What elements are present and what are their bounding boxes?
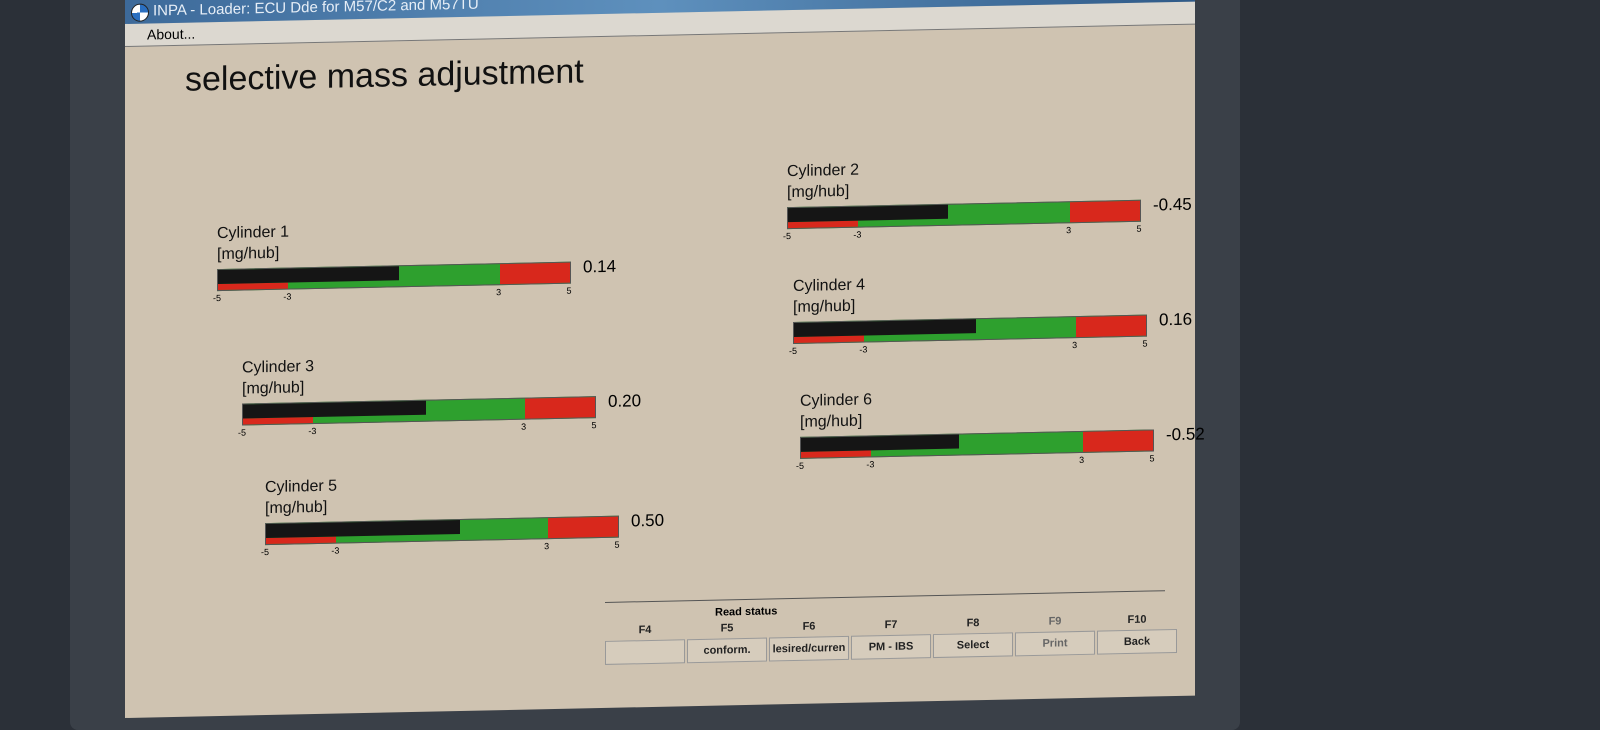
tick-label: -5 xyxy=(795,460,805,471)
cylinder-value: 0.16 xyxy=(1159,309,1193,330)
gauge-cylinder-6: Cylinder 6 [mg/hub] -0.52 -5 -3 3 5 xyxy=(796,382,1205,472)
fkey-f4[interactable]: F4 xyxy=(605,623,685,665)
cylinder-value: 0.14 xyxy=(583,256,617,277)
limit-zone-high xyxy=(524,397,595,419)
tick-label: 3 xyxy=(1072,340,1078,351)
tick-label: 3 xyxy=(544,541,550,552)
cylinder-value: 0.20 xyxy=(608,391,642,411)
limit-zone-high xyxy=(1082,430,1153,452)
fkey-f7[interactable]: F7 PM - IBS xyxy=(851,618,931,660)
fkey-number: F9 xyxy=(1048,615,1062,628)
page-title: selective mass adjustment xyxy=(185,52,584,99)
tick-label: 5 xyxy=(614,539,620,550)
value-fill xyxy=(801,434,959,452)
gauge-cylinder-4: Cylinder 4 [mg/hub] 0.16 -5 -3 3 5 xyxy=(789,268,1193,358)
fkey-button[interactable]: Print xyxy=(1015,630,1095,657)
tick-label: -5 xyxy=(788,345,798,357)
fkey-number: F10 xyxy=(1127,613,1147,627)
fkey-button[interactable]: PM - IBS xyxy=(851,634,931,660)
fkey-number: F8 xyxy=(966,617,980,630)
gauge-cylinder-1: Cylinder 1 [mg/hub] 0.14 -5 -3 3 5 xyxy=(213,215,617,305)
tick-label: -5 xyxy=(212,292,222,304)
fkey-f6[interactable]: F6 lesired/curren xyxy=(769,620,849,662)
tick-label: 5 xyxy=(591,420,597,431)
limit-zone-high xyxy=(499,262,570,285)
tick-label: -5 xyxy=(260,546,270,558)
tick-label: -5 xyxy=(782,231,792,242)
tick-label: -3 xyxy=(859,344,868,355)
tick-label: 3 xyxy=(521,421,527,432)
value-fill xyxy=(218,266,399,285)
tick-label: 3 xyxy=(496,287,502,298)
fkey-f10[interactable]: F10 Back xyxy=(1097,613,1177,655)
value-fill xyxy=(266,519,460,539)
fkey-button[interactable] xyxy=(605,639,685,665)
cylinder-value: 0.50 xyxy=(631,510,665,531)
tick-label: -3 xyxy=(866,459,875,470)
fkey-button[interactable]: Back xyxy=(1097,628,1177,655)
tick-label: 3 xyxy=(1079,454,1085,466)
fkey-f8[interactable]: F8 Select xyxy=(933,616,1013,659)
tick-label: 5 xyxy=(1136,223,1142,234)
value-fill xyxy=(794,319,976,337)
fkey-number: F7 xyxy=(884,618,898,632)
tick-label: 5 xyxy=(566,285,572,296)
fkey-f9[interactable]: F9 Print xyxy=(1015,615,1095,657)
cylinder-value: -0.52 xyxy=(1166,424,1205,445)
limit-zone-high xyxy=(1075,315,1146,338)
fkey-button[interactable]: Select xyxy=(933,632,1013,659)
window-title: INPA - Loader: ECU Dde for M57/C2 and M5… xyxy=(153,0,479,20)
gauge-cylinder-2: Cylinder 2 [mg/hub] -0.45 -5 -3 3 5 xyxy=(783,153,1192,243)
bmw-logo-icon xyxy=(131,3,149,22)
function-key-bar: Read status F4 F5 conform. F6 lesired/cur… xyxy=(605,590,1177,703)
tick-label: 3 xyxy=(1066,225,1072,236)
tick-label: -5 xyxy=(237,427,247,438)
fkey-button[interactable]: conform. xyxy=(687,637,767,664)
fkey-number: F6 xyxy=(802,620,816,633)
inpa-window: INPA - Loader: ECU Dde for M57/C2 and M5… xyxy=(125,0,1205,719)
gauge-cylinder-3: Cylinder 3 [mg/hub] 0.20 -5 -3 3 5 xyxy=(238,349,642,439)
limit-zone-high xyxy=(547,516,618,539)
value-fill xyxy=(243,400,427,419)
menu-about[interactable]: About... xyxy=(147,25,196,43)
fkey-number: F5 xyxy=(720,622,734,635)
tick-label: 5 xyxy=(1149,453,1155,464)
tick-label: -3 xyxy=(283,291,292,302)
tick-label: -3 xyxy=(853,229,862,240)
tick-label: 5 xyxy=(1142,338,1148,349)
cylinder-value: -0.45 xyxy=(1153,194,1192,215)
value-fill xyxy=(788,204,949,223)
tick-label: -3 xyxy=(331,545,340,556)
limit-zone-high xyxy=(1069,200,1140,223)
gauge-cylinder-5: Cylinder 5 [mg/hub] 0.50 -5 -3 3 5 xyxy=(261,469,665,559)
fkey-number: F4 xyxy=(638,623,652,637)
fkey-group-label: Read status xyxy=(715,605,778,619)
fkey-f5[interactable]: F5 conform. xyxy=(687,622,767,664)
fkey-button[interactable]: lesired/curren xyxy=(769,635,849,662)
tick-label: -3 xyxy=(308,425,317,437)
